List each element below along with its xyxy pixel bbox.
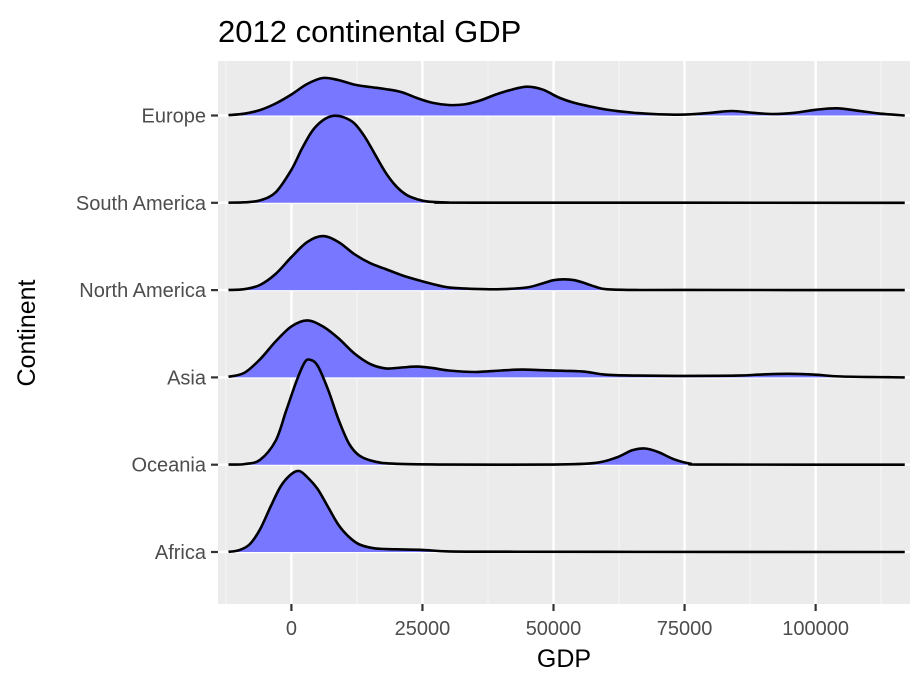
- chart-title: 2012 continental GDP: [218, 14, 521, 49]
- ridge-fill-oceania: [228, 359, 905, 465]
- x-axis: 0 25000 50000 75000 100000: [286, 604, 849, 640]
- ridge-fill-south-america: [228, 115, 905, 203]
- x-tick-label: 0: [286, 618, 297, 640]
- y-tick-label-africa: Africa: [155, 542, 207, 564]
- ridge-fill-asia: [228, 320, 905, 378]
- y-tick-label-asia: Asia: [167, 367, 207, 389]
- y-tick-label-oceania: Oceania: [132, 455, 207, 477]
- ridge-line-europe: [228, 76, 905, 117]
- y-tick-label-north-america: North America: [79, 280, 207, 302]
- x-tick-label: 50000: [526, 618, 582, 640]
- ridge-fill-africa: [228, 470, 905, 552]
- ridge-fill-europe: [228, 77, 905, 116]
- ridge-line-africa: [228, 469, 905, 554]
- x-axis-title: GDP: [537, 645, 591, 673]
- x-tick-label: 25000: [395, 618, 451, 640]
- ridge-line-north-america: [228, 234, 905, 292]
- x-tick-label: 100000: [782, 618, 849, 640]
- ridge-line-south-america: [228, 114, 905, 205]
- ridge-line-asia: [228, 319, 905, 379]
- y-axis-title: Continent: [13, 279, 41, 386]
- y-tick-label-south-america: South America: [76, 193, 207, 215]
- ridge-fill-north-america: [228, 236, 905, 291]
- ridge-line-oceania: [228, 358, 905, 467]
- density-ridges: [228, 76, 905, 554]
- x-tick-label: 75000: [657, 618, 713, 640]
- y-axis: Africa Oceania Asia North America South Amer…: [76, 106, 218, 564]
- y-tick-label-europe: Europe: [142, 106, 207, 128]
